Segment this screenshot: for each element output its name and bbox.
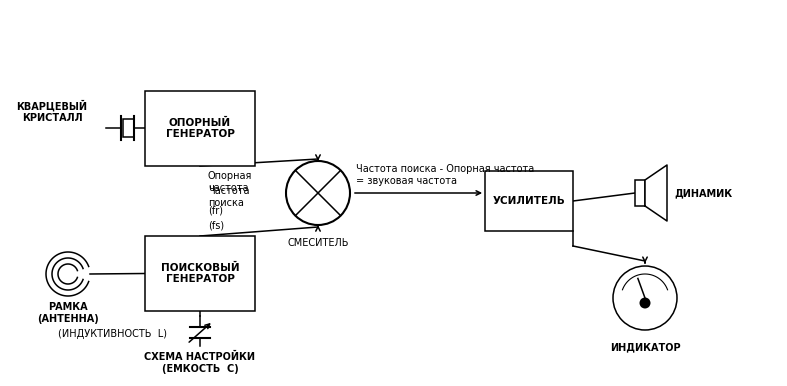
Text: ПОИСКОВЫЙ
ГЕНЕРАТОР: ПОИСКОВЫЙ ГЕНЕРАТОР [161, 262, 239, 284]
Bar [635, 180, 645, 206]
Text: Опорная
частота

(fr): Опорная частота (fr) [208, 171, 253, 216]
Polygon shape [645, 165, 667, 221]
Text: ОПОРНЫЙ
ГЕНЕРАТОР: ОПОРНЫЙ ГЕНЕРАТОР [165, 118, 235, 139]
Bar [145, 236, 255, 311]
Circle shape [640, 298, 651, 308]
Text: (ИНДУКТИВНОСТЬ  L): (ИНДУКТИВНОСТЬ L) [58, 329, 167, 339]
Text: КВАРЦЕВЫЙ
КРИСТАЛЛ: КВАРЦЕВЫЙ КРИСТАЛЛ [17, 100, 87, 124]
Circle shape [613, 266, 677, 330]
Text: Частота поиска - Опорная частота
= звуковая частота: Частота поиска - Опорная частота = звуко… [356, 164, 534, 186]
Bar [485, 171, 573, 231]
Text: СМЕСИТЕЛЬ: СМЕСИТЕЛЬ [287, 238, 349, 248]
Text: Частота
поиска

(fs): Частота поиска (fs) [208, 186, 249, 231]
Text: СХЕМА НАСТРОЙКИ
(ЕМКОСТЬ  С): СХЕМА НАСТРОЙКИ (ЕМКОСТЬ С) [145, 352, 256, 374]
Bar [123, 120, 134, 137]
Text: УСИЛИТЕЛЬ: УСИЛИТЕЛЬ [493, 196, 565, 206]
Text: ДИНАМИК: ДИНАМИК [674, 188, 732, 198]
Bar [145, 91, 255, 166]
Text: РАМКА
(АНТЕННА): РАМКА (АНТЕННА) [37, 302, 99, 323]
Circle shape [286, 161, 350, 225]
Text: ИНДИКАТОР: ИНДИКАТОР [610, 342, 680, 352]
